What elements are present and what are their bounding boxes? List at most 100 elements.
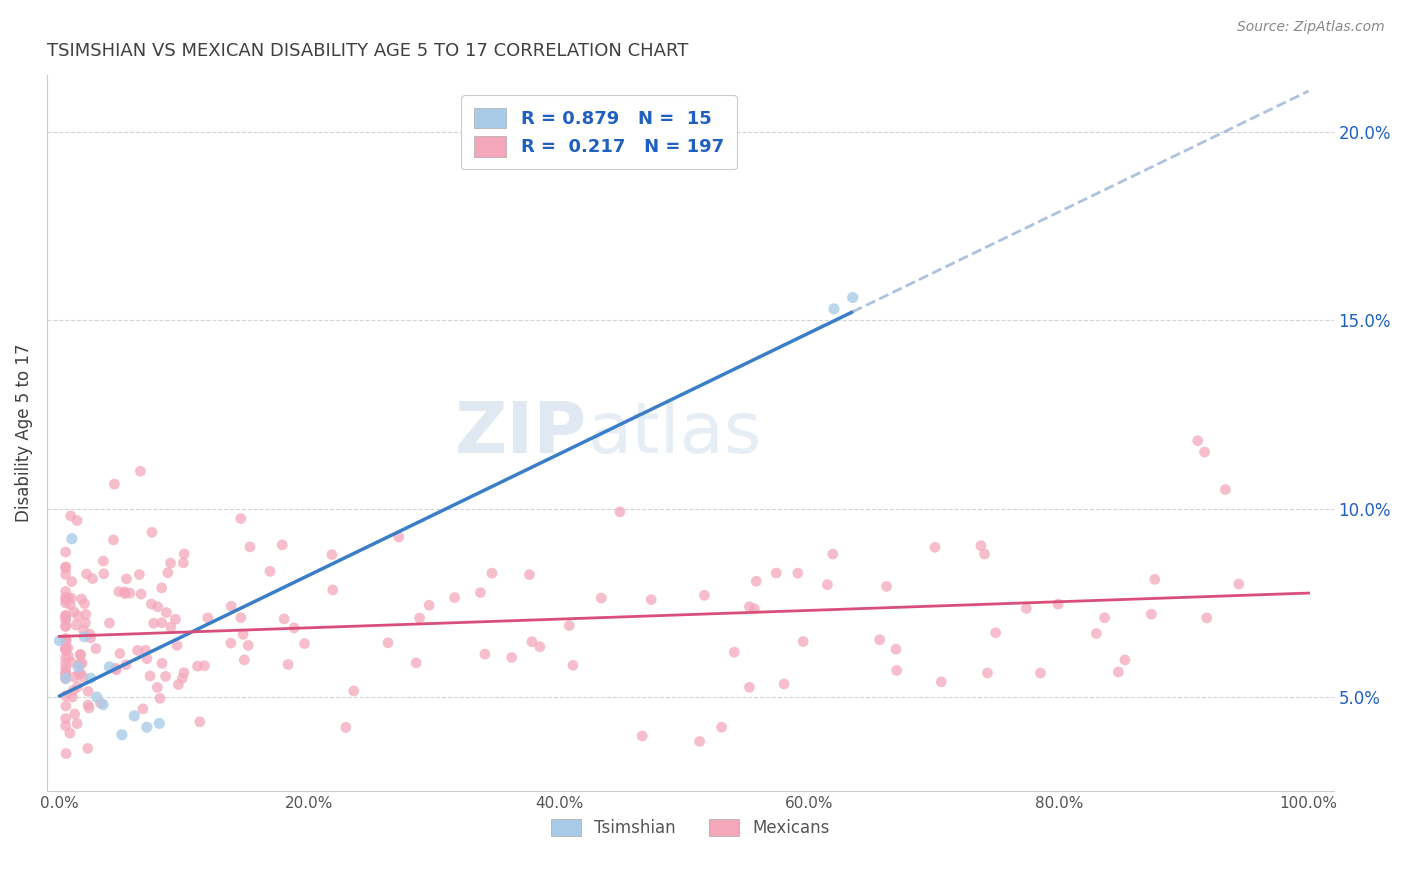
- Point: [111, 728, 134, 742]
- Point: [55, 670, 77, 684]
- Point: [984, 625, 1007, 640]
- Point: [146, 599, 169, 614]
- Point: [167, 677, 190, 691]
- Point: [786, 566, 808, 581]
- Point: [773, 677, 796, 691]
- Point: [55, 666, 77, 681]
- Point: [55, 643, 77, 657]
- Text: TSIMSHIAN VS MEXICAN DISABILITY AGE 5 TO 17 CORRELATION CHART: TSIMSHIAN VS MEXICAN DISABILITY AGE 5 TO…: [46, 42, 689, 60]
- Point: [63, 670, 86, 684]
- Point: [60, 690, 83, 704]
- Point: [65, 618, 87, 632]
- Point: [294, 636, 316, 650]
- Legend: Tsimshian, Mexicans: Tsimshian, Mexicans: [544, 813, 837, 844]
- Point: [1107, 665, 1129, 679]
- Point: [149, 691, 172, 706]
- Point: [124, 709, 146, 723]
- Point: [55, 689, 77, 703]
- Point: [229, 511, 252, 525]
- Point: [55, 698, 77, 713]
- Point: [219, 636, 242, 650]
- Point: [1029, 666, 1052, 681]
- Point: [693, 588, 716, 602]
- Point: [738, 599, 761, 614]
- Point: [973, 547, 995, 561]
- Point: [114, 587, 136, 601]
- Point: [69, 648, 91, 662]
- Point: [55, 596, 77, 610]
- Text: atlas: atlas: [588, 399, 762, 467]
- Point: [388, 530, 411, 544]
- Point: [377, 636, 399, 650]
- Point: [239, 540, 262, 554]
- Point: [63, 706, 86, 721]
- Text: Source: ZipAtlas.com: Source: ZipAtlas.com: [1237, 20, 1385, 34]
- Point: [129, 464, 152, 478]
- Point: [146, 681, 169, 695]
- Point: [55, 661, 77, 675]
- Point: [156, 566, 179, 580]
- Point: [55, 747, 77, 761]
- Point: [76, 741, 98, 756]
- Point: [76, 566, 98, 581]
- Point: [93, 566, 115, 581]
- Point: [271, 538, 294, 552]
- Point: [150, 581, 173, 595]
- Point: [609, 505, 631, 519]
- Point: [841, 291, 863, 305]
- Point: [792, 634, 814, 648]
- Point: [135, 720, 157, 734]
- Point: [1140, 607, 1163, 622]
- Point: [75, 615, 97, 630]
- Point: [55, 641, 77, 656]
- Point: [744, 602, 766, 616]
- Point: [93, 554, 115, 568]
- Point: [79, 631, 101, 645]
- Point: [98, 660, 121, 674]
- Point: [55, 619, 77, 633]
- Point: [474, 647, 496, 661]
- Point: [519, 567, 541, 582]
- Point: [72, 670, 94, 684]
- Point: [129, 587, 152, 601]
- Point: [134, 643, 156, 657]
- Point: [232, 627, 254, 641]
- Point: [155, 669, 177, 683]
- Point: [970, 539, 993, 553]
- Point: [723, 645, 745, 659]
- Point: [172, 671, 194, 685]
- Point: [89, 696, 111, 710]
- Point: [86, 690, 108, 704]
- Point: [55, 634, 77, 648]
- Point: [886, 664, 908, 678]
- Point: [70, 591, 93, 606]
- Point: [139, 669, 162, 683]
- Point: [1094, 611, 1116, 625]
- Point: [418, 599, 440, 613]
- Point: [105, 663, 128, 677]
- Point: [277, 657, 299, 672]
- Point: [63, 605, 86, 619]
- Point: [60, 532, 83, 546]
- Point: [929, 674, 952, 689]
- Point: [166, 639, 188, 653]
- Point: [1215, 483, 1237, 497]
- Point: [104, 661, 127, 675]
- Point: [55, 619, 77, 633]
- Point: [67, 666, 90, 681]
- Point: [197, 611, 219, 625]
- Point: [1085, 626, 1108, 640]
- Point: [55, 545, 77, 559]
- Point: [70, 656, 93, 670]
- Point: [79, 627, 101, 641]
- Point: [481, 566, 503, 580]
- Point: [1114, 653, 1136, 667]
- Point: [188, 714, 211, 729]
- Point: [55, 590, 77, 604]
- Point: [66, 514, 89, 528]
- Point: [55, 712, 77, 726]
- Point: [1015, 601, 1038, 615]
- Point: [321, 548, 343, 562]
- Point: [55, 641, 77, 656]
- Point: [150, 657, 173, 671]
